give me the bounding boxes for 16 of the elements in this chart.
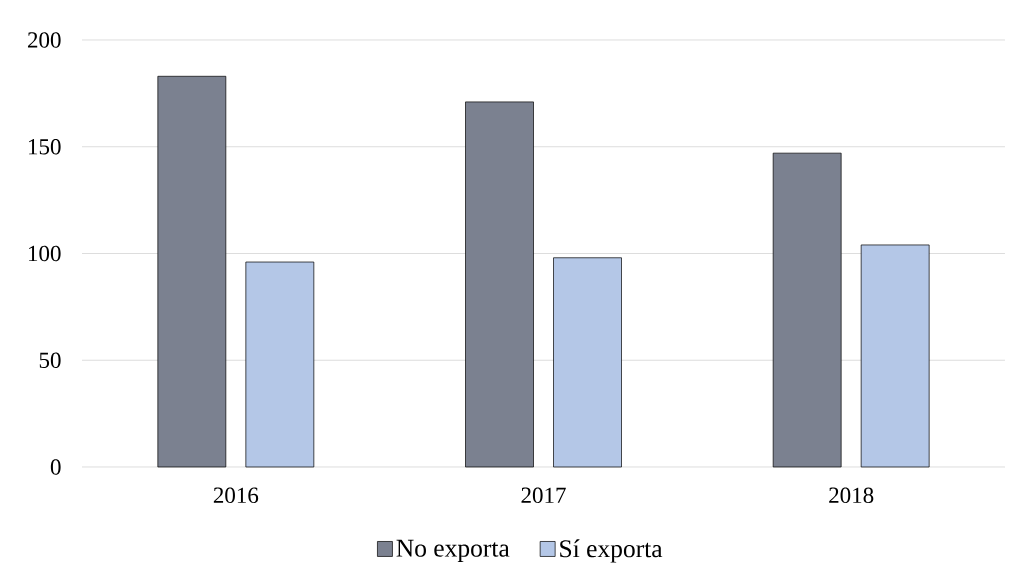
y-tick-label: 0 [50, 459, 61, 475]
bar [465, 101, 534, 468]
bar [157, 75, 227, 468]
x-tick-label: 2018 [829, 487, 874, 504]
bar [772, 152, 842, 468]
bar [860, 244, 930, 468]
x-tick-label: 2016 [213, 487, 259, 504]
legend-label: No exporta [396, 539, 510, 562]
y-tick-label: 100 [29, 245, 61, 262]
bar [553, 257, 622, 468]
y-tick-label: 200 [27, 32, 61, 48]
x-tick-label: 2017 [521, 487, 566, 504]
bar [245, 261, 315, 468]
y-tick-label: 150 [29, 138, 61, 155]
legend-label: Sí exporta [560, 539, 663, 563]
y-tick-label: 50 [39, 352, 61, 368]
